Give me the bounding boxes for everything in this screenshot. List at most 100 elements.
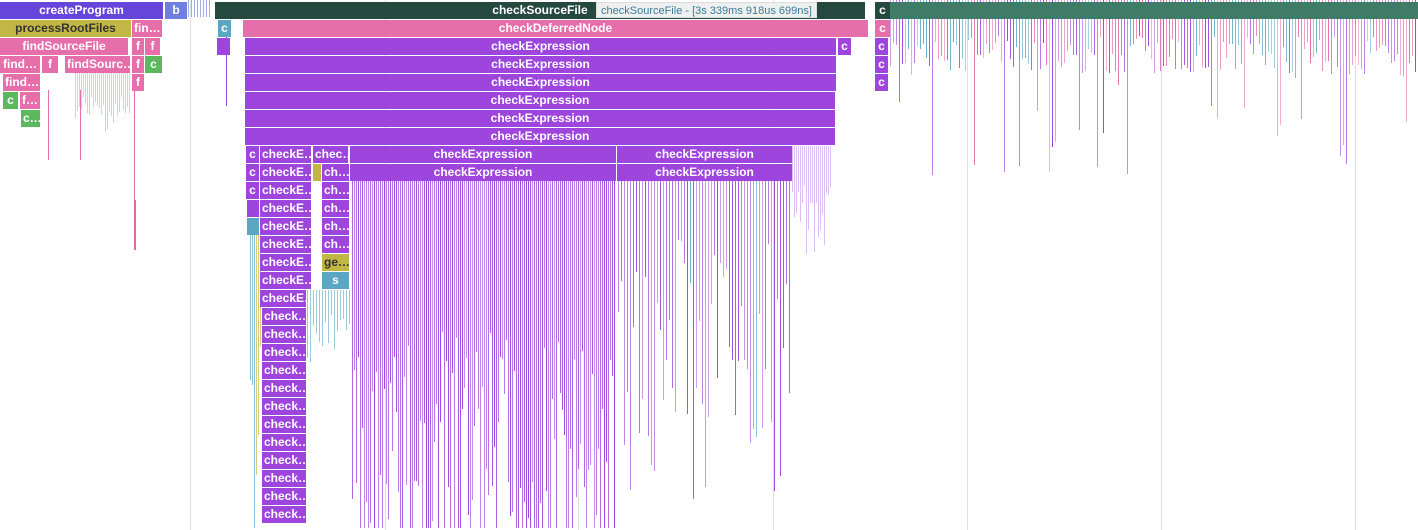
slice-sliver <box>366 180 367 502</box>
slice-check[interactable]: check… <box>262 434 306 451</box>
slice-sliver <box>830 146 831 187</box>
slice-sliver <box>200 0 201 17</box>
slice-sliver <box>1394 0 1395 61</box>
slice-c[interactable]: c <box>838 38 851 55</box>
slice-f[interactable]: f <box>132 56 144 73</box>
slice-f[interactable]: f <box>42 56 58 73</box>
slice-s[interactable]: s <box>322 272 349 289</box>
slice-check[interactable]: check… <box>262 398 306 415</box>
slice[interactable] <box>217 38 230 55</box>
slice-checkexpression[interactable]: checkExpression <box>617 146 792 163</box>
slice-check[interactable]: check… <box>262 470 306 487</box>
slice-check[interactable]: check… <box>262 344 306 361</box>
slice[interactable] <box>247 218 259 235</box>
slice-chec[interactable]: chec… <box>313 146 348 163</box>
slice-sliver <box>1325 0 1326 62</box>
slice-createprogram[interactable]: createProgram <box>0 2 163 19</box>
slice-sliver <box>1121 0 1122 56</box>
slice-c[interactable]: c <box>875 38 888 55</box>
slice-c[interactable]: c <box>145 56 162 73</box>
slice-sliver <box>1196 0 1197 57</box>
slice-checke[interactable]: checkE… <box>260 182 311 199</box>
slice-c[interactable]: c <box>218 20 231 37</box>
slice-f[interactable]: f <box>132 74 144 91</box>
slice-checkexpression[interactable]: checkExpression <box>245 74 836 91</box>
slice-checkexpression[interactable]: checkExpression <box>245 56 836 73</box>
slice-checkexpression[interactable]: checkExpression <box>245 38 836 55</box>
slice-checke[interactable]: checkE… <box>260 272 311 289</box>
slice-c[interactable]: c <box>3 92 18 109</box>
slice-checke[interactable]: checkE… <box>260 164 311 181</box>
slice-checke[interactable]: checkE… <box>260 254 311 271</box>
slice-sliver <box>1349 0 1350 74</box>
slice-sliver <box>1352 0 1353 66</box>
slice-c[interactable]: c <box>875 74 888 91</box>
slice-sliver <box>598 180 599 450</box>
slice-fin[interactable]: fin… <box>132 20 162 37</box>
slice-f[interactable]: f… <box>20 92 40 109</box>
slice-f[interactable]: f <box>132 38 144 55</box>
slice-ch[interactable]: ch… <box>322 164 349 181</box>
slice-check[interactable]: check… <box>262 506 306 523</box>
slice[interactable] <box>890 2 1418 19</box>
slice-checkexpression[interactable]: checkExpression <box>245 110 835 127</box>
slice-ch[interactable]: ch… <box>322 200 349 217</box>
slice-sliver <box>524 180 525 502</box>
slice-sliver <box>436 180 437 405</box>
slice-check[interactable]: check… <box>262 308 306 325</box>
slice-processrootfiles[interactable]: processRootFiles <box>0 20 131 37</box>
slice-checke[interactable]: checkE… <box>260 200 311 217</box>
slice-find[interactable]: find… <box>3 74 40 91</box>
slice-check[interactable]: check… <box>262 362 306 379</box>
slice-sliver <box>1127 0 1128 175</box>
slice-checke[interactable]: checkE… <box>260 236 311 253</box>
slice-sliver <box>935 0 936 42</box>
slice-checkexpression[interactable]: checkExpression <box>617 164 792 181</box>
slice-f[interactable]: f <box>145 38 160 55</box>
slice-sliver <box>378 180 379 528</box>
slice-sliver <box>1265 0 1266 65</box>
slice-sliver <box>1400 0 1401 76</box>
slice-checkexpression[interactable]: checkExpression <box>245 92 835 109</box>
slice-sliver <box>188 0 189 17</box>
slice-check[interactable]: check… <box>262 488 306 505</box>
slice-sliver <box>592 180 593 374</box>
slice-c[interactable]: c <box>875 56 888 73</box>
slice-ch[interactable]: ch… <box>322 182 349 199</box>
slice-c[interactable]: c <box>875 2 890 19</box>
slice-sliver <box>552 180 553 400</box>
slice-checke[interactable]: checkE… <box>260 218 311 235</box>
slice[interactable] <box>313 164 321 181</box>
slice-checkexpression[interactable]: checkExpression <box>350 146 616 163</box>
slice-check[interactable]: check… <box>262 326 306 343</box>
slice-sliver <box>971 0 972 39</box>
slice-sliver <box>514 180 515 372</box>
slice-sliver <box>372 180 373 391</box>
slice-checke[interactable]: checkE… <box>260 146 311 163</box>
slice-b[interactable]: b <box>165 2 187 19</box>
slice-ch[interactable]: ch… <box>322 218 349 235</box>
slice-check[interactable]: check… <box>262 416 306 433</box>
slice-findsourcefile[interactable]: findSourceFile <box>0 38 128 55</box>
slice-c[interactable]: c <box>246 164 259 181</box>
slice-check[interactable]: check… <box>262 452 306 469</box>
slice-ge[interactable]: ge… <box>322 254 349 271</box>
slice-check[interactable]: check… <box>262 380 306 397</box>
slice-c[interactable]: c… <box>21 110 40 127</box>
slice-checkexpression[interactable]: checkExpression <box>350 164 616 181</box>
slice-c[interactable]: c <box>246 146 259 163</box>
slice-c[interactable]: c <box>875 20 890 37</box>
slice-sliver <box>627 180 628 393</box>
slice-sliver <box>111 72 112 116</box>
slice-checkdeferrednode[interactable]: checkDeferredNode <box>243 20 868 37</box>
slice-sliver <box>87 72 88 113</box>
slice-checkexpression[interactable]: checkExpression <box>245 128 835 145</box>
slice[interactable] <box>247 200 259 217</box>
slice-sliver <box>624 180 625 446</box>
slice-find[interactable]: find… <box>0 56 40 73</box>
slice-checke[interactable]: checkE… <box>260 290 306 307</box>
slice-c[interactable]: c <box>246 182 259 199</box>
slice-findsourc[interactable]: findSourc… <box>65 56 130 73</box>
slice-ch[interactable]: ch… <box>322 236 349 253</box>
